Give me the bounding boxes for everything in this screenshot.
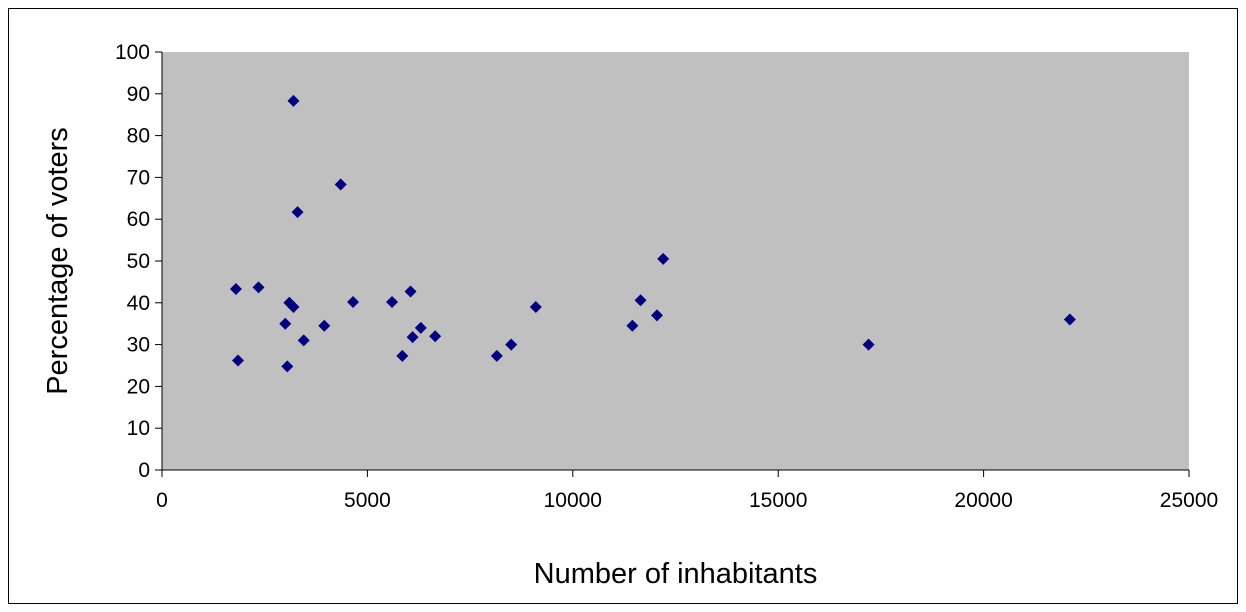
x-tick-label: 0 xyxy=(156,489,168,512)
data-point xyxy=(231,354,244,367)
data-point xyxy=(404,285,417,298)
data-point xyxy=(406,331,419,344)
plot-area xyxy=(162,52,1189,470)
data-point xyxy=(429,330,442,343)
y-tick-label: 10 xyxy=(127,417,150,440)
y-tick-label: 70 xyxy=(127,166,150,189)
y-tick-label: 60 xyxy=(127,208,150,231)
y-axis-title: Percentage of voters xyxy=(42,127,74,395)
x-tick-label: 10000 xyxy=(544,489,602,512)
data-point xyxy=(229,283,242,296)
y-tick-label: 20 xyxy=(127,375,150,398)
scatter-chart: 0 10 20 30 40 50 60 70 80 90 100 0 5000 10000 15000 20… xyxy=(42,41,1218,590)
y-tick-label: 40 xyxy=(127,292,150,315)
data-point xyxy=(334,178,347,191)
chart-frame: 0 10 20 30 40 50 60 70 80 90 100 0 5000 10000 15000 20… xyxy=(8,8,1238,604)
data-point xyxy=(281,360,294,373)
data-point xyxy=(396,349,409,362)
data-point xyxy=(862,338,875,351)
y-tick-label: 50 xyxy=(127,250,150,273)
data-point xyxy=(386,295,399,308)
data-point xyxy=(287,300,300,313)
data-point xyxy=(505,338,518,351)
data-point xyxy=(657,252,670,265)
x-tick-label: 15000 xyxy=(749,489,807,512)
data-point xyxy=(252,281,265,294)
x-tick-label: 20000 xyxy=(954,489,1012,512)
data-point xyxy=(279,317,292,330)
data-point xyxy=(490,349,503,362)
data-point xyxy=(1063,313,1076,326)
y-tick-label: 90 xyxy=(127,83,150,106)
data-point xyxy=(414,321,427,334)
data-point xyxy=(291,206,304,219)
y-tick-label: 0 xyxy=(138,459,150,482)
data-point xyxy=(287,94,300,107)
data-point xyxy=(347,295,360,308)
data-point xyxy=(634,294,647,307)
y-axis: 0 10 20 30 40 50 60 70 80 90 100 xyxy=(115,41,163,482)
x-tick-label: 5000 xyxy=(344,489,391,512)
y-tick-label: 80 xyxy=(127,125,150,148)
data-point xyxy=(651,309,664,322)
x-axis: 0 5000 10000 15000 20000 25000 xyxy=(156,469,1218,512)
y-tick-label: 30 xyxy=(127,334,150,357)
x-tick-label: 25000 xyxy=(1160,489,1218,512)
y-tick-label: 100 xyxy=(115,41,150,64)
data-point xyxy=(318,319,331,332)
data-points xyxy=(229,94,1076,373)
data-point xyxy=(626,319,639,332)
data-point xyxy=(297,334,310,347)
x-axis-title: Number of inhabitants xyxy=(534,558,818,590)
data-point xyxy=(529,300,542,313)
